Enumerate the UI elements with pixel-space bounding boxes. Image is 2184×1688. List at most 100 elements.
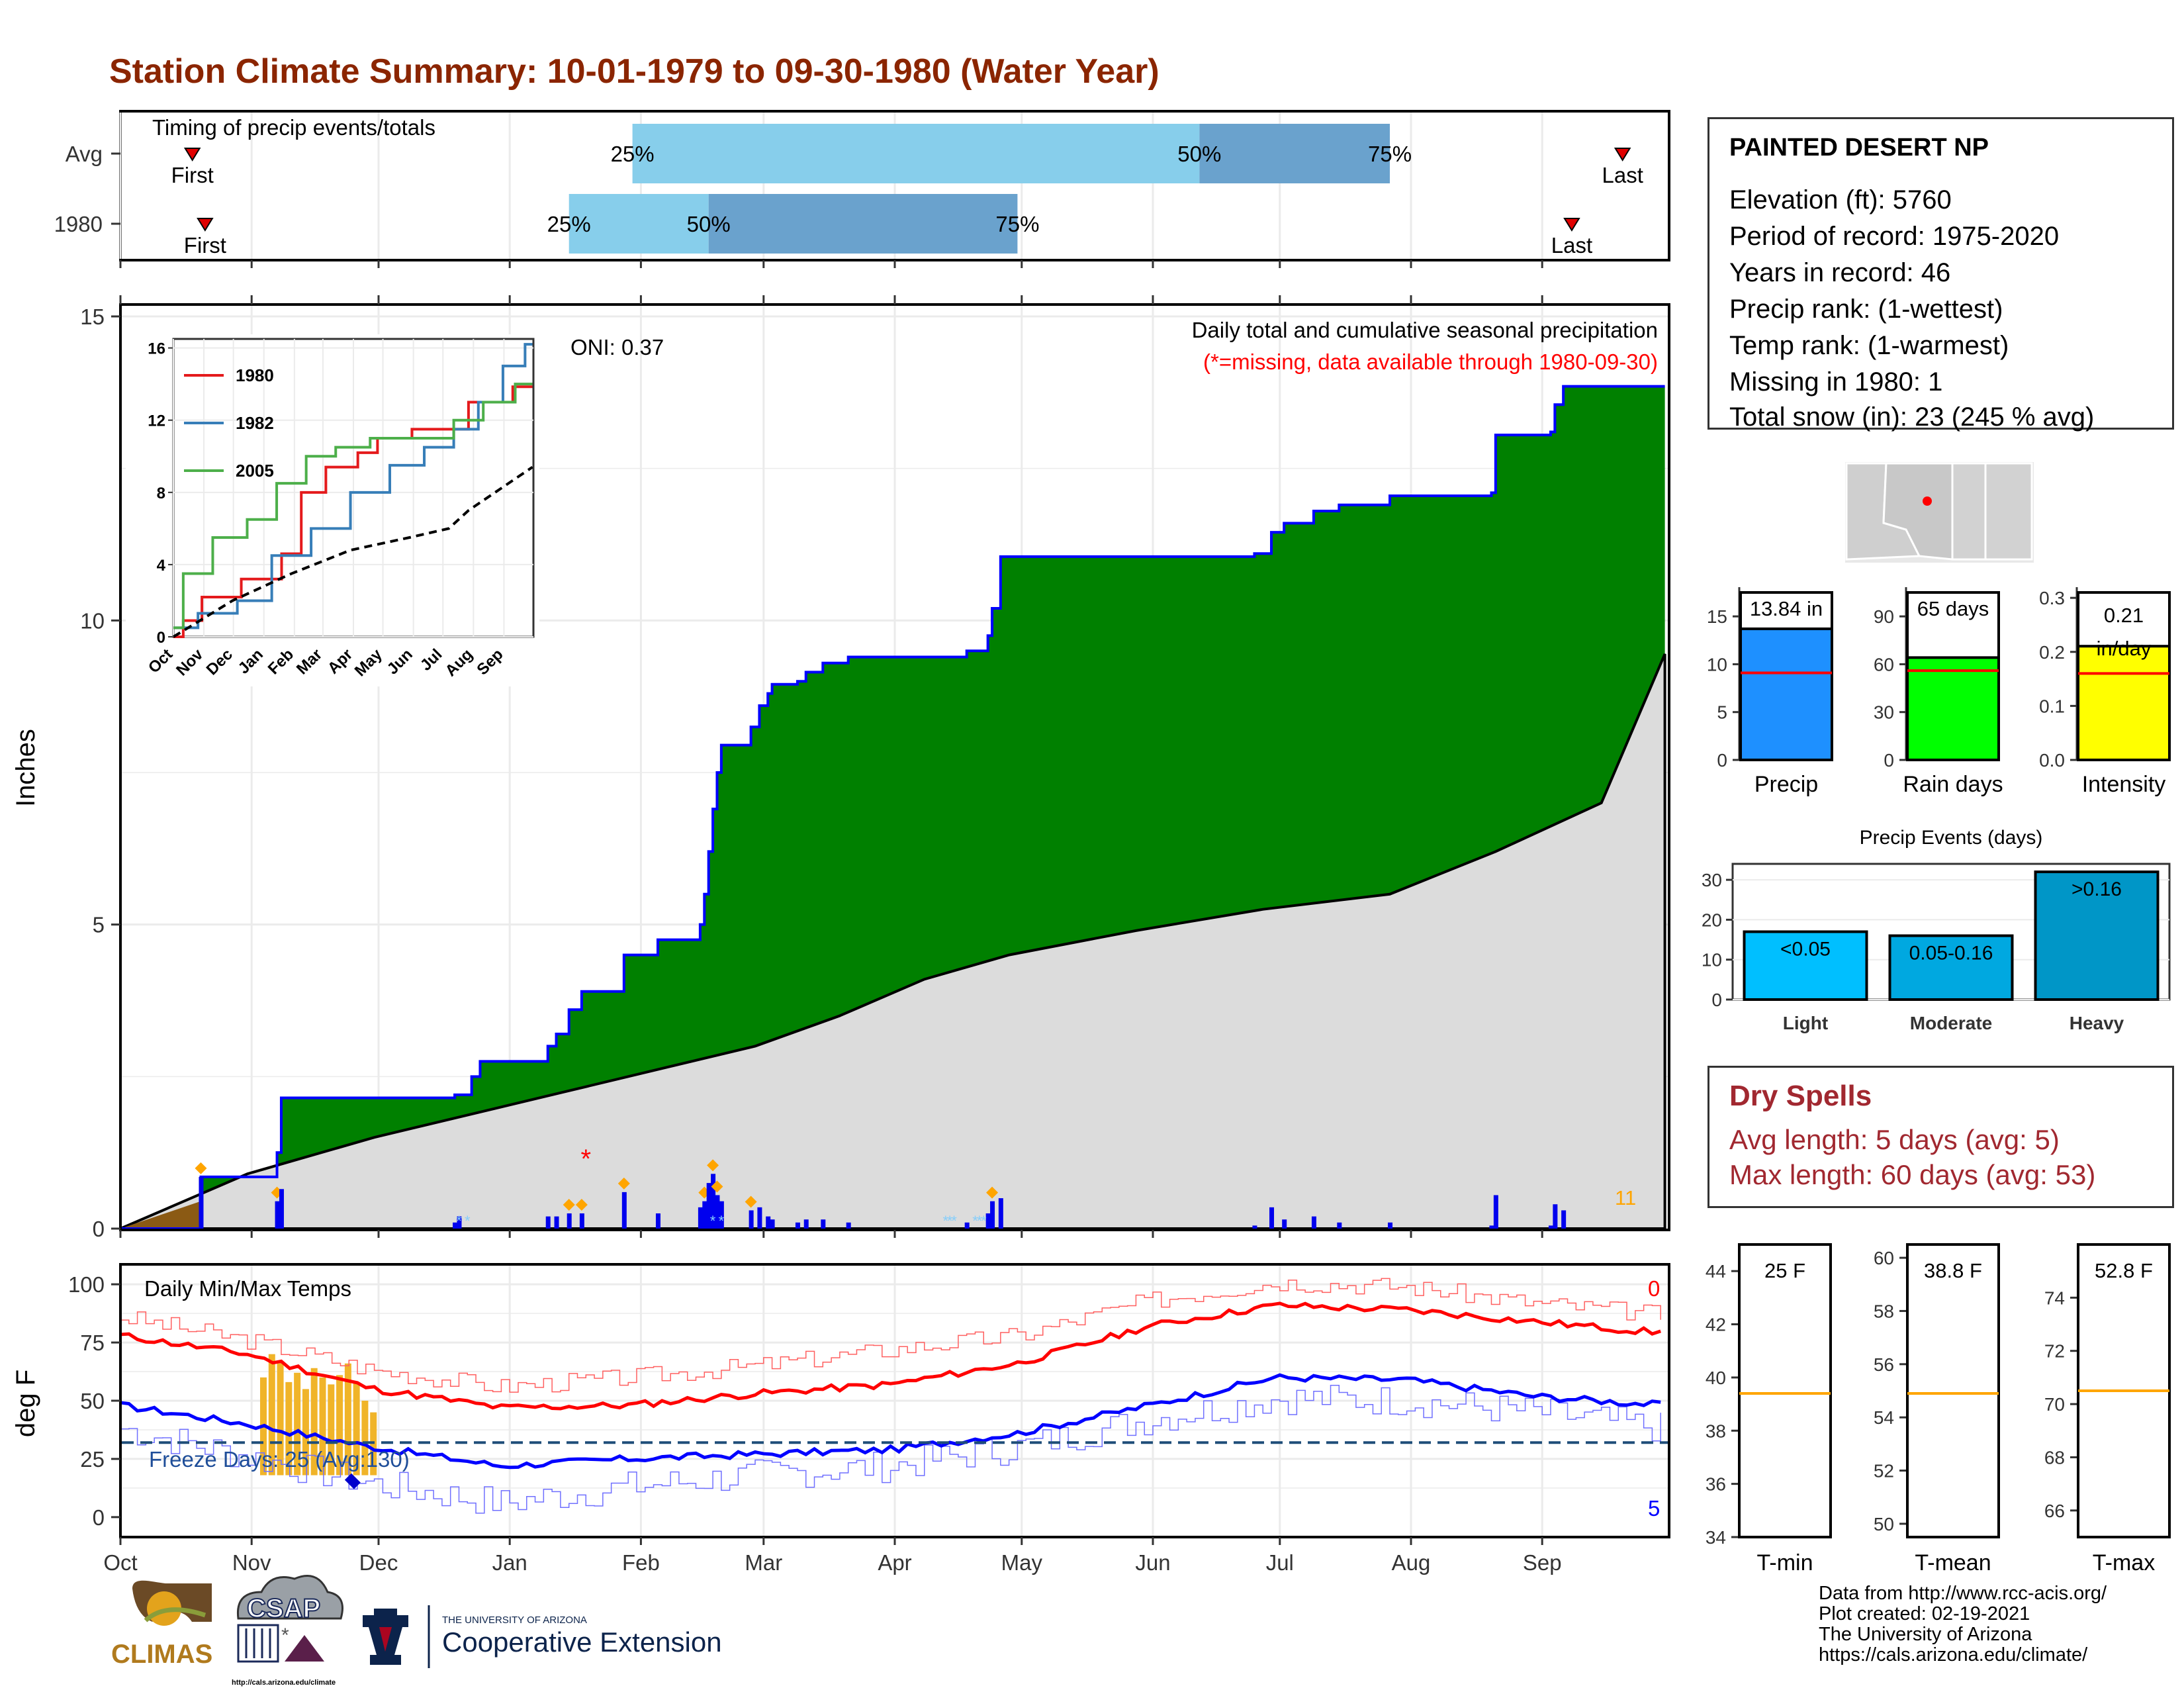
daily-precip-bar [1282, 1219, 1287, 1229]
page-title: Station Climate Summary: 10-01-1979 to 0… [109, 52, 1160, 91]
precip-ytick-label: 5 [93, 913, 105, 937]
daily-precip-bar [795, 1222, 800, 1229]
intensity-ytick-label: 0.3 [2039, 588, 2065, 608]
daily-precip-bar [655, 1213, 660, 1229]
inset-series-average [172, 465, 533, 638]
tmean_box-value-label: 38.8 F [1924, 1259, 1982, 1282]
timing-p75-label: 75% [1368, 142, 1412, 166]
intensity-bar [2077, 643, 2171, 761]
locator-map [1845, 462, 2034, 563]
precip_total-label-box [1739, 591, 1833, 630]
daily-precip-bar [554, 1216, 559, 1229]
intensity-ytick-label: 0.1 [2039, 696, 2065, 716]
tmin-observed-line [120, 1385, 1661, 1514]
tmin_box-value-label: 25 F [1764, 1259, 1805, 1282]
ua-small-text: THE UNIVERSITY OF ARIZONA [442, 1615, 587, 1626]
timing-p50-label: 50% [1177, 142, 1221, 166]
daily-precip-bar [453, 1222, 458, 1229]
precip-ytick-label: 15 [80, 305, 105, 329]
snow-marker-icon [711, 1180, 723, 1193]
snowflake-icon: * [456, 1213, 462, 1229]
snow-marker-icon [575, 1199, 588, 1211]
dry-spells-title: Dry Spells [1729, 1080, 1872, 1112]
elevation: Elevation (ft): 5760 [1729, 185, 1952, 214]
tmin_box-frame [1738, 1243, 1832, 1538]
events-bar-light [1743, 930, 1868, 1001]
temp-anomaly-bar [268, 1354, 275, 1476]
tmean_box-ytick-label: 52 [1874, 1461, 1894, 1481]
daily-precip-bar [1252, 1225, 1257, 1229]
events-bar-moderate [1888, 934, 2014, 1002]
timing-row-label: 1980 [54, 212, 103, 236]
snow-marker-icon [617, 1177, 630, 1190]
timing-p25-label: 25% [611, 142, 655, 166]
timing-title: Timing of precip events/totals [152, 115, 435, 140]
inset-ytick-label: 8 [157, 485, 165, 502]
csap-asterisk-icon: * [281, 1624, 289, 1646]
events-bar-heavy [2034, 870, 2160, 1002]
temp-count-top: 0 [1648, 1276, 1660, 1301]
dry-max-length: Max length: 60 days (avg: 53) [1729, 1159, 2096, 1190]
rain_days-value-label: 65 days [1917, 597, 1989, 620]
inset-legend-label: 1982 [236, 413, 274, 433]
inset-ytick-label: 16 [148, 340, 165, 358]
first-marker-icon [197, 218, 214, 232]
timing-bar-50-75 [708, 194, 1018, 254]
timing-bar-25-50 [569, 194, 709, 254]
credit-line: Plot created: 02-19-2021 [1819, 1603, 2030, 1624]
intensity-ytick-label: 0.0 [2039, 750, 2065, 771]
month-label: Jun [1135, 1550, 1170, 1575]
inset-ytick-label: 0 [157, 629, 165, 647]
temp-anomaly-bar [302, 1389, 309, 1476]
csap-text: CSAP [247, 1594, 320, 1623]
tmin_box-ytick-label: 34 [1706, 1527, 1726, 1548]
temp-ytick-label: 25 [80, 1447, 105, 1472]
rain_days-ytick-label: 90 [1874, 606, 1894, 627]
daily-precip-bar [715, 1195, 720, 1229]
tmean_box-ytick-label: 56 [1874, 1354, 1894, 1375]
credits: Data from http://www.rcc-acis.org/ Plot … [1819, 1583, 2107, 1665]
last-marker-icon [1614, 148, 1631, 162]
tmax_box-ytick-label: 72 [2044, 1341, 2065, 1362]
tmax_box-chart: 66 68 70 72 74 52.8 F T-max [2044, 1243, 2171, 1575]
tmin_box-xlabel: T-min [1757, 1550, 1813, 1575]
inset-series-2005 [173, 383, 533, 630]
rain_days-ytick-label: 60 [1874, 654, 1894, 675]
month-label: Dec [359, 1550, 398, 1575]
daily-precip-bar [279, 1189, 284, 1229]
temp-anomaly-bar [361, 1401, 369, 1476]
events-title: Precip Events (days) [1860, 827, 2043, 849]
tmax-average-line [120, 1301, 1662, 1411]
tmax_box-xlabel: T-max [2093, 1550, 2155, 1575]
month-label: Sep [1523, 1550, 1562, 1575]
years-in-record: Years in record: 46 [1729, 258, 1951, 287]
daily-precip-bar [711, 1174, 716, 1229]
month-label: Aug [1392, 1550, 1431, 1575]
temp-anomaly-bar [319, 1377, 326, 1476]
rain_days-xlabel: Rain days [1903, 772, 2003, 797]
cumulative-precip-line [120, 385, 1665, 1230]
precip-annotation: 11 [1615, 1186, 1636, 1209]
month-label: Apr [878, 1550, 911, 1575]
station-name: PAINTED DESERT NP [1729, 134, 1989, 162]
last-label: Last [1551, 233, 1592, 258]
snowflake-icon: * [981, 1213, 987, 1229]
month-label: Nov [232, 1550, 271, 1575]
month-label: May [1001, 1550, 1043, 1575]
first-marker-icon [183, 148, 201, 162]
snowflake-icon: * [719, 1213, 725, 1229]
tmin_box-ytick-label: 44 [1706, 1261, 1726, 1282]
inset-ytick-label: 12 [148, 412, 165, 430]
precip_total-value-label: 13.84 in [1750, 597, 1823, 620]
events-category-label: Heavy [2070, 1013, 2124, 1033]
period-of-record: Period of record: 1975-2020 [1729, 222, 2060, 251]
timing-p50-label: 50% [687, 212, 731, 236]
avg-cumulative-area [120, 653, 1666, 1230]
station-info-box: PAINTED DESERT NP Elevation (ft): 5760 P… [1707, 117, 2174, 432]
intensity-chart: 0.0 0.1 0.2 0.3 0.21 in/day Intensity [2039, 587, 2171, 797]
daily-precip-bar [702, 1201, 707, 1229]
tmean_box-xlabel: T-mean [1915, 1550, 1991, 1575]
rain_days-chart: 0 30 60 90 65 days Rain days [1874, 587, 2003, 797]
timing-row-label: Avg [66, 142, 103, 166]
